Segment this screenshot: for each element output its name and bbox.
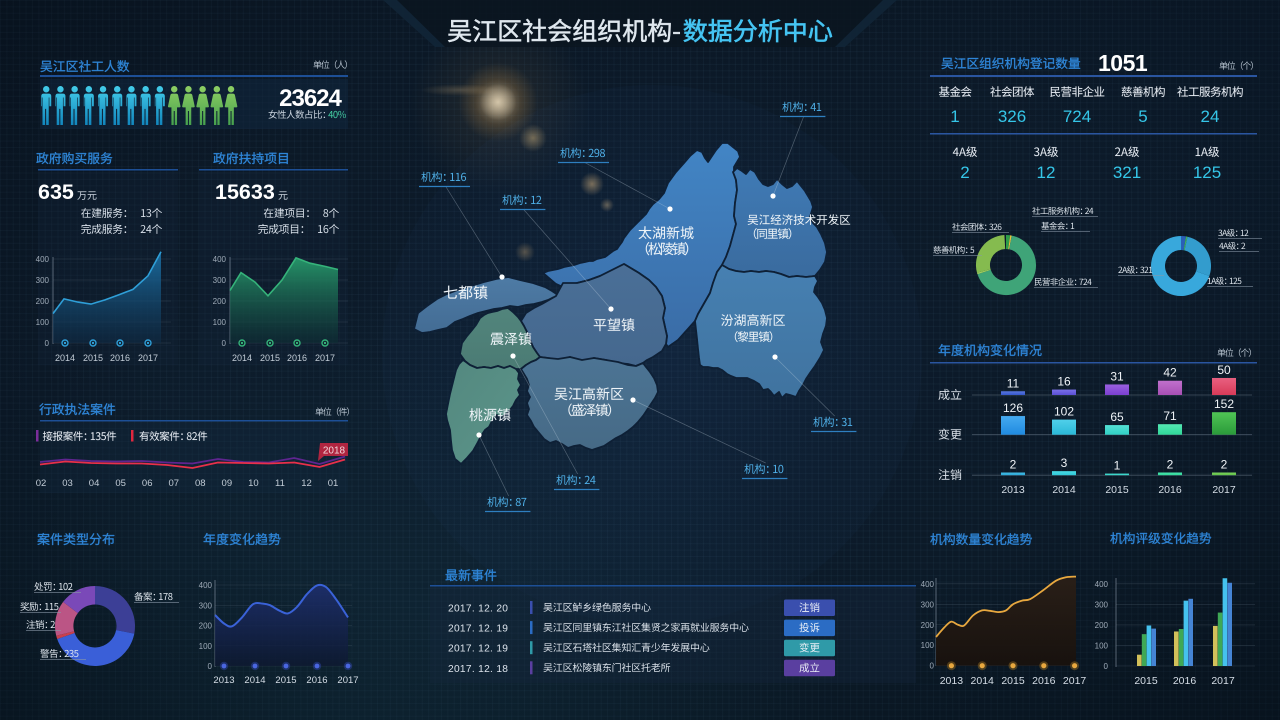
- svg-text:102: 102: [1054, 405, 1074, 419]
- svg-text:2: 2: [1010, 458, 1017, 472]
- svg-text:2016: 2016: [287, 353, 307, 363]
- svg-text:2016: 2016: [1032, 675, 1056, 687]
- svg-text:71: 71: [1163, 409, 1177, 423]
- svg-text:2013: 2013: [213, 675, 234, 686]
- svg-text:152: 152: [1214, 397, 1234, 411]
- svg-text:0: 0: [208, 662, 213, 671]
- svg-text:2016: 2016: [1158, 484, 1182, 496]
- svg-text:200: 200: [36, 297, 50, 306]
- svg-text:65: 65: [1110, 410, 1124, 424]
- svg-text:2014: 2014: [971, 675, 995, 687]
- svg-text:100: 100: [921, 641, 935, 650]
- svg-text:02: 02: [36, 478, 47, 489]
- svg-text:2017: 2017: [337, 675, 358, 686]
- svg-text:2015: 2015: [1001, 675, 1025, 687]
- svg-text:2015: 2015: [1134, 675, 1158, 687]
- svg-text:400: 400: [921, 580, 935, 589]
- svg-text:0: 0: [1104, 662, 1109, 671]
- svg-text:2017: 2017: [1212, 484, 1236, 496]
- svg-text:2: 2: [1167, 458, 1174, 472]
- svg-text:2017: 2017: [138, 353, 158, 363]
- svg-text:09: 09: [222, 478, 233, 489]
- svg-text:2014: 2014: [232, 353, 252, 363]
- svg-text:05: 05: [115, 478, 126, 489]
- svg-text:100: 100: [213, 318, 227, 327]
- svg-text:100: 100: [199, 642, 213, 651]
- svg-text:200: 200: [213, 297, 227, 306]
- svg-text:07: 07: [168, 478, 179, 489]
- svg-text:15633: 15633: [215, 180, 275, 204]
- svg-text:23624: 23624: [279, 85, 342, 112]
- svg-text:100: 100: [36, 318, 50, 327]
- svg-text:200: 200: [921, 621, 935, 630]
- svg-text:0: 0: [45, 339, 50, 348]
- svg-text:2013: 2013: [1001, 484, 1025, 496]
- svg-text:04: 04: [89, 478, 100, 489]
- svg-text:24: 24: [1201, 107, 1220, 126]
- svg-text:01: 01: [328, 478, 339, 489]
- svg-text:300: 300: [199, 601, 213, 610]
- svg-text:2015: 2015: [275, 675, 296, 686]
- svg-text:2018: 2018: [323, 446, 346, 457]
- svg-text:2015: 2015: [260, 353, 280, 363]
- svg-text:2016: 2016: [306, 675, 327, 686]
- svg-text:2016: 2016: [110, 353, 130, 363]
- svg-text:16: 16: [1057, 375, 1071, 389]
- svg-text:1: 1: [1114, 459, 1121, 473]
- svg-text:2: 2: [1221, 458, 1228, 472]
- svg-text:3: 3: [1061, 456, 1068, 470]
- svg-text:50: 50: [1217, 363, 1231, 377]
- svg-text:2016: 2016: [1173, 675, 1197, 687]
- svg-text:635: 635: [38, 180, 74, 204]
- svg-text:08: 08: [195, 478, 206, 489]
- svg-text:2014: 2014: [1052, 484, 1076, 496]
- svg-text:125: 125: [1193, 163, 1221, 182]
- svg-text:321: 321: [1113, 163, 1141, 182]
- svg-text:06: 06: [142, 478, 153, 489]
- svg-text:2013: 2013: [940, 675, 964, 687]
- svg-text:10: 10: [248, 478, 259, 489]
- svg-text:2017. 12. 19: 2017. 12. 19: [448, 644, 508, 655]
- svg-text:2017. 12. 18: 2017. 12. 18: [448, 664, 508, 675]
- svg-text:326: 326: [998, 107, 1026, 126]
- svg-text:300: 300: [1095, 600, 1109, 609]
- svg-text:200: 200: [199, 622, 213, 631]
- svg-text:2017. 12. 20: 2017. 12. 20: [448, 604, 508, 615]
- svg-text:2: 2: [960, 163, 969, 182]
- svg-text:2015: 2015: [83, 353, 103, 363]
- svg-text:400: 400: [36, 255, 50, 264]
- svg-text:126: 126: [1003, 401, 1023, 415]
- svg-text:0: 0: [222, 339, 227, 348]
- svg-text:300: 300: [213, 276, 227, 285]
- svg-text:2015: 2015: [1105, 484, 1129, 496]
- svg-text:12: 12: [301, 478, 312, 489]
- svg-text:03: 03: [62, 478, 73, 489]
- svg-text:2014: 2014: [55, 353, 75, 363]
- svg-text:400: 400: [213, 255, 227, 264]
- svg-text:11: 11: [1007, 376, 1020, 390]
- svg-text:400: 400: [199, 581, 213, 590]
- svg-text:12: 12: [1037, 163, 1056, 182]
- svg-text:1: 1: [950, 107, 959, 126]
- svg-text:2017: 2017: [315, 353, 335, 363]
- svg-text:300: 300: [921, 600, 935, 609]
- svg-text:11: 11: [275, 478, 285, 489]
- svg-text:42: 42: [1163, 366, 1177, 380]
- svg-text:31: 31: [1110, 369, 1124, 383]
- svg-text:2017. 12. 19: 2017. 12. 19: [448, 624, 508, 635]
- svg-text:2017: 2017: [1063, 675, 1087, 687]
- svg-text:0: 0: [930, 662, 935, 671]
- svg-text:2014: 2014: [244, 675, 265, 686]
- svg-text:300: 300: [36, 276, 50, 285]
- svg-text:2017: 2017: [1211, 675, 1235, 687]
- svg-text:5: 5: [1138, 107, 1147, 126]
- svg-text:724: 724: [1063, 107, 1091, 126]
- svg-text:1051: 1051: [1098, 50, 1148, 76]
- svg-text:400: 400: [1095, 580, 1109, 589]
- svg-text:200: 200: [1095, 621, 1109, 630]
- svg-text:100: 100: [1095, 641, 1109, 650]
